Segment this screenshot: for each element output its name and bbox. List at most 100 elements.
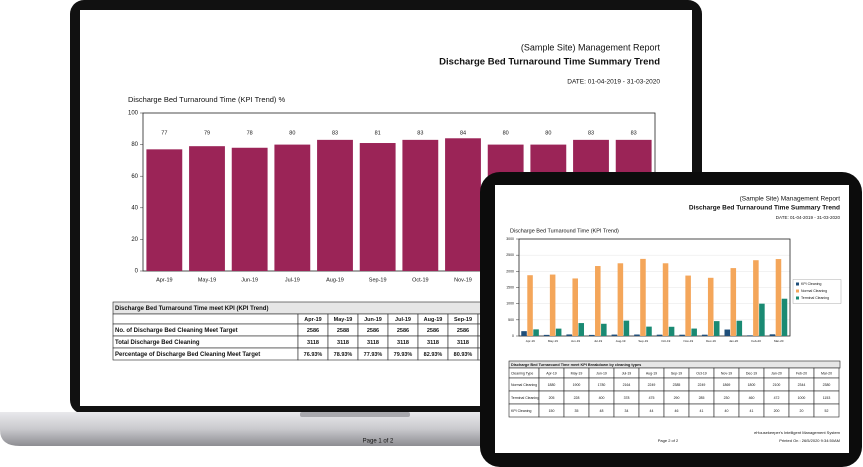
bar [781,298,788,336]
bar [753,260,759,336]
table-text: 48 [600,409,604,413]
table-text: 82.93% [424,352,443,358]
bar [668,326,675,336]
table-text: Dec-19 [746,371,757,375]
bar [231,147,268,271]
bar [317,139,353,271]
y-tick-label: 0 [512,334,514,338]
table-text: 77.93% [364,352,383,358]
x-tick-label: Dec-19 [706,339,716,343]
value-label: 80 [289,130,295,136]
bar [578,323,585,336]
y-tick-label: 3000 [506,237,514,241]
table-text: 1900 [573,383,581,387]
table-text: Percentage of Discharge Bed Cleaning Mee… [115,352,260,358]
table-text: 3118 [307,340,319,346]
table-text: 228 [574,396,580,400]
table-text: 52 [825,409,829,413]
table-text: 290 [674,396,680,400]
table-text: Mar-20 [821,371,832,375]
report-title: (Sample Site) Management Report [521,42,661,52]
table-text: May-19 [334,317,353,323]
bar [662,263,669,336]
table-text: Discharge Bed Turnaround Time meet KPI B… [511,363,641,367]
table-text: 2586 [307,328,319,334]
table-text: Aug-19 [424,317,443,323]
table-text: 1869 [723,383,731,387]
table-text: 378 [624,396,630,400]
table-text: 285 [699,396,705,400]
table-text: 475 [649,396,655,400]
table-text: 2164 [623,383,631,387]
table-text: 460 [749,396,755,400]
x-tick-label: Sep-19 [369,277,387,283]
table-text: 40 [725,409,729,413]
page-number: Page 2 of 2 [658,438,679,443]
chart-title: Discharge Bed Turnaround Time (KPI Trend… [128,95,285,104]
table-text: No. of Discharge Bed Cleaning Meet Targe… [115,328,238,334]
bar [402,139,439,271]
bar [656,334,663,336]
table-text: 35 [575,409,579,413]
bar [521,331,527,336]
table-text: 400 [599,396,605,400]
x-tick-label: Nov-19 [454,277,472,283]
bar [595,266,601,336]
table-text: 76.93% [304,352,323,358]
table-text: 205 [549,396,555,400]
x-tick-label: May-19 [198,277,216,283]
table-text: 1880 [548,383,556,387]
table-text: 79.93% [394,352,413,358]
bar [617,263,624,336]
table-text: 2249 [698,383,706,387]
table-text: 20 [800,409,804,413]
y-tick-label: 1500 [506,285,514,289]
bar [589,334,595,336]
value-label: 79 [204,130,210,136]
x-tick-label: Jul-19 [285,277,300,283]
table-text: Sep-19 [454,317,472,323]
report-date: DATE: 01-04-2019 - 31-03-2020 [776,215,841,220]
value-label: 83 [631,130,637,136]
table-text: Apr-19 [304,317,321,323]
y-tick-label: 2000 [506,269,514,273]
bar [274,144,311,271]
table-text: Terminal Cleaning [511,396,539,400]
y-tick-label: 40 [131,205,138,211]
legend-label: KPI Cleaning [801,282,821,286]
table-text: 3118 [457,340,469,346]
table-text: 3118 [337,340,349,346]
x-tick-label: Apr-19 [526,339,535,343]
legend-label: Normal Cleaning [801,289,827,293]
table-text: Cleaning Type [511,371,533,375]
table-text: KPI Cleaning [511,409,531,413]
x-tick-label: Jun-19 [571,339,581,343]
bar [189,146,225,271]
bar [543,334,550,336]
table-text: 2344 [798,383,806,387]
y-tick-label: 500 [508,318,514,322]
table-text: 2586 [427,328,439,334]
bar [634,334,640,336]
value-label: 84 [460,130,466,136]
y-tick-label: 2500 [506,253,514,257]
report-subtitle: Discharge Bed Turnaround Time Summary Tr… [439,57,660,68]
y-tick-label: 80 [131,142,138,148]
table-text: Normal Cleaning [511,383,537,387]
table-text: 3118 [397,340,409,346]
y-tick-label: 1000 [506,302,514,306]
table-cell [112,313,299,325]
table-text: 2588 [337,328,349,334]
table-cell [813,403,840,418]
bar [736,320,743,336]
table-text: Oct-19 [696,371,707,375]
bar [701,334,708,336]
plot-frame [518,238,791,337]
bar [549,274,556,336]
table-text: Jul-19 [622,371,632,375]
value-label: 77 [161,130,167,136]
bar [679,334,685,336]
table-text: 1780 [598,383,606,387]
